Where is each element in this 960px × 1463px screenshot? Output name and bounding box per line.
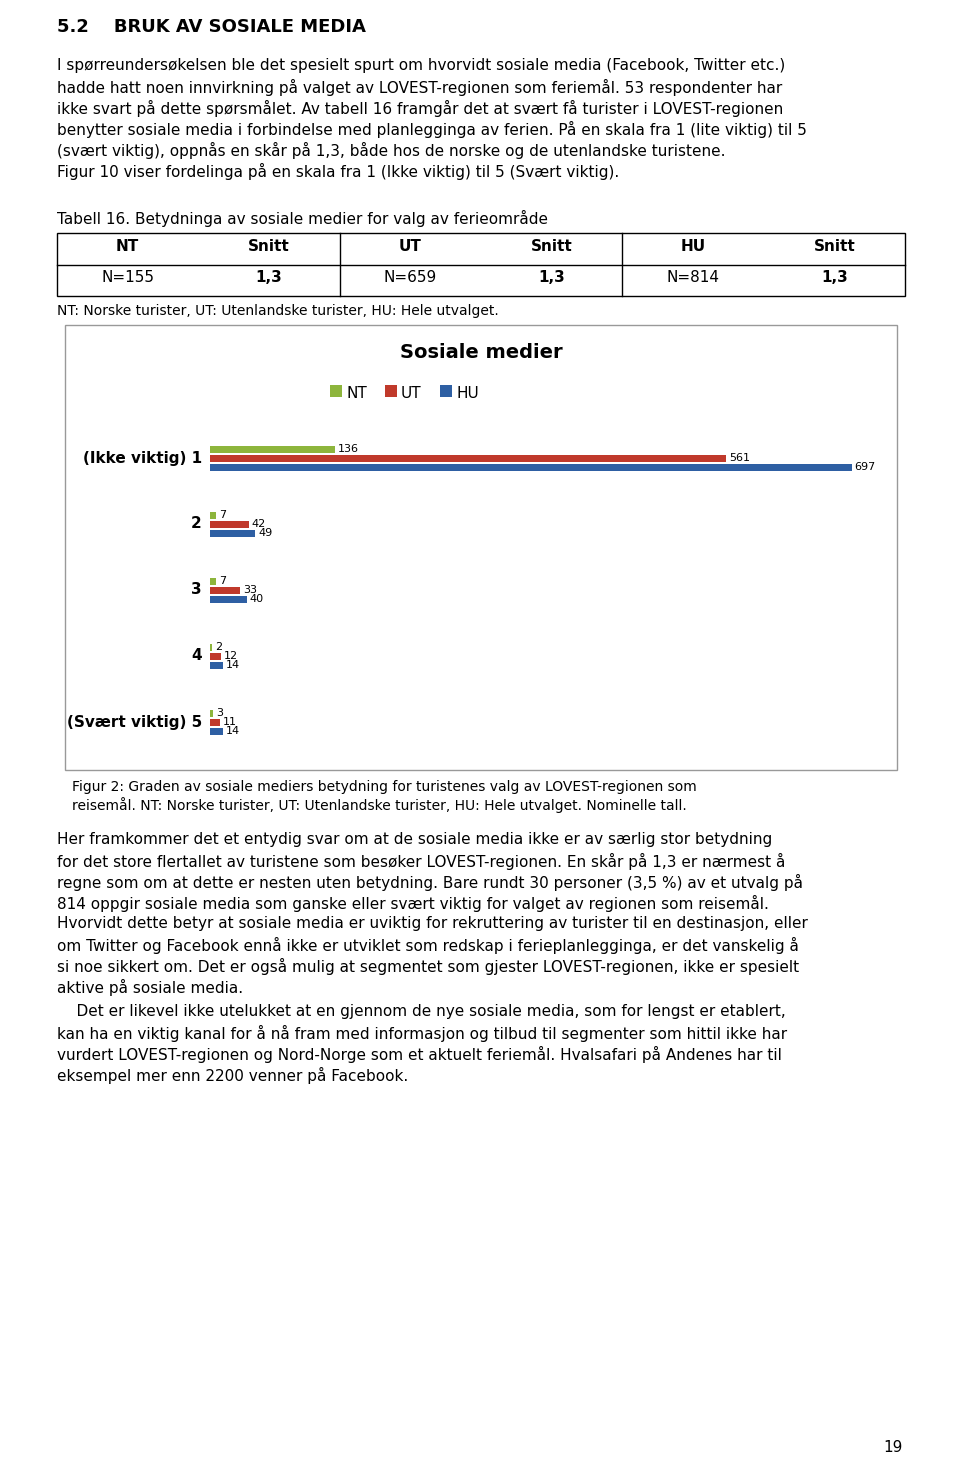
Bar (210, 530, 255, 537)
Text: 19: 19 (883, 1440, 903, 1456)
Text: regne som om at dette er nesten uten betydning. Bare rundt 30 personer (3,5 %) a: regne som om at dette er nesten uten bet… (57, 873, 803, 891)
Bar (210, 644, 212, 651)
Text: Figur 2: Graden av sosiale mediers betydning for turistenes valg av LOVEST-regio: Figur 2: Graden av sosiale mediers betyd… (72, 780, 697, 794)
Bar (210, 587, 240, 594)
Text: UT: UT (401, 386, 421, 401)
Bar (210, 661, 223, 669)
Text: 814 oppgir sosiale media som ganske eller svært viktig for valget av regionen so: 814 oppgir sosiale media som ganske elle… (57, 895, 769, 911)
Text: ikke svart på dette spørsmålet. Av tabell 16 framgår det at svært få turister i : ikke svart på dette spørsmålet. Av tabel… (57, 99, 783, 117)
Text: 4: 4 (191, 648, 202, 664)
Text: benytter sosiale media i forbindelse med planlegginga av ferien. På en skala fra: benytter sosiale media i forbindelse med… (57, 121, 806, 138)
Text: 33: 33 (244, 585, 257, 595)
Text: UT: UT (399, 238, 421, 255)
Text: 2: 2 (191, 516, 202, 531)
Text: Her framkommer det et entydig svar om at de sosiale media ikke er av særlig stor: Her framkommer det et entydig svar om at… (57, 832, 772, 847)
Bar (57, 233, 905, 296)
Text: 11: 11 (223, 717, 237, 727)
Text: hadde hatt noen innvirkning på valget av LOVEST-regionen som feriemål. 53 respon: hadde hatt noen innvirkning på valget av… (57, 79, 782, 97)
Text: 49: 49 (258, 528, 273, 538)
Text: NT: NT (116, 238, 139, 255)
Text: 1,3: 1,3 (255, 271, 282, 285)
Text: HU: HU (456, 386, 479, 401)
Text: Snitt: Snitt (248, 238, 290, 255)
Text: 3: 3 (216, 708, 223, 718)
Text: 136: 136 (338, 443, 359, 454)
Bar (210, 710, 213, 717)
Text: HU: HU (681, 238, 706, 255)
Text: N=814: N=814 (666, 271, 719, 285)
Bar (210, 718, 220, 726)
Bar (210, 595, 247, 603)
Text: (Ikke viktig) 1: (Ikke viktig) 1 (83, 451, 202, 465)
Text: si noe sikkert om. Det er også mulig at segmentet som gjester LOVEST-regionen, i: si noe sikkert om. Det er også mulig at … (57, 958, 799, 974)
Text: 12: 12 (224, 651, 238, 661)
Text: NT: NT (346, 386, 367, 401)
Bar (440, 385, 452, 396)
Text: Det er likevel ikke utelukket at en gjennom de nye sosiale media, som for lengst: Det er likevel ikke utelukket at en gjen… (57, 1004, 785, 1020)
Bar (210, 727, 223, 734)
Text: 561: 561 (730, 454, 751, 462)
Text: 2: 2 (215, 642, 222, 652)
Text: Hvorvidt dette betyr at sosiale media er uviktig for rekruttering av turister ti: Hvorvidt dette betyr at sosiale media er… (57, 916, 808, 930)
Bar (210, 652, 221, 660)
Bar (330, 385, 342, 396)
Bar (210, 446, 335, 452)
Text: 14: 14 (226, 660, 240, 670)
Text: aktive på sosiale media.: aktive på sosiale media. (57, 979, 243, 996)
Text: Snitt: Snitt (531, 238, 572, 255)
Text: I spørreundersøkelsen ble det spesielt spurt om hvorvidt sosiale media (Facebook: I spørreundersøkelsen ble det spesielt s… (57, 59, 785, 73)
Text: N=659: N=659 (384, 271, 437, 285)
Bar (210, 578, 216, 585)
Text: Sosiale medier: Sosiale medier (399, 342, 563, 361)
Text: (Svært viktig) 5: (Svært viktig) 5 (67, 714, 202, 730)
Text: NT: Norske turister, UT: Utenlandske turister, HU: Hele utvalget.: NT: Norske turister, UT: Utenlandske tur… (57, 304, 499, 317)
Text: Snitt: Snitt (813, 238, 855, 255)
Text: for det store flertallet av turistene som besøker LOVEST-regionen. En skår på 1,: for det store flertallet av turistene so… (57, 853, 785, 870)
Text: 14: 14 (226, 726, 240, 736)
Text: vurdert LOVEST-regionen og Nord-Norge som et aktuelt feriemål. Hvalsafari på And: vurdert LOVEST-regionen og Nord-Norge so… (57, 1046, 781, 1064)
Text: N=155: N=155 (101, 271, 155, 285)
Text: 5.2    BRUK AV SOSIALE MEDIA: 5.2 BRUK AV SOSIALE MEDIA (57, 18, 366, 37)
Text: 42: 42 (252, 519, 266, 530)
Text: 3: 3 (191, 582, 202, 597)
Text: 1,3: 1,3 (821, 271, 848, 285)
Text: 7: 7 (220, 576, 227, 587)
Text: Figur 10 viser fordelinga på en skala fra 1 (Ikke viktig) til 5 (Svært viktig).: Figur 10 viser fordelinga på en skala fr… (57, 162, 619, 180)
Text: om Twitter og Facebook ennå ikke er utviklet som redskap i ferieplanlegginga, er: om Twitter og Facebook ennå ikke er utvi… (57, 936, 799, 954)
Text: Tabell 16. Betydninga av sosiale medier for valg av ferieområde: Tabell 16. Betydninga av sosiale medier … (57, 211, 548, 227)
Text: 7: 7 (220, 511, 227, 519)
Bar (385, 385, 397, 396)
Text: (svært viktig), oppnås en skår på 1,3, både hos de norske og de utenlandske turi: (svært viktig), oppnås en skår på 1,3, b… (57, 142, 726, 159)
Text: kan ha en viktig kanal for å nå fram med informasjon og tilbud til segmenter som: kan ha en viktig kanal for å nå fram med… (57, 1026, 787, 1042)
Text: reisemål. NT: Norske turister, UT: Utenlandske turister, HU: Hele utvalget. Nomi: reisemål. NT: Norske turister, UT: Utenl… (72, 797, 686, 813)
Text: eksempel mer enn 2200 venner på Facebook.: eksempel mer enn 2200 venner på Facebook… (57, 1067, 408, 1084)
Bar (210, 455, 727, 461)
Text: 1,3: 1,3 (539, 271, 565, 285)
Bar (210, 464, 852, 471)
Bar (210, 512, 216, 518)
Bar (65, 325, 897, 770)
Text: 697: 697 (854, 462, 876, 473)
Text: 40: 40 (250, 594, 264, 604)
Bar (210, 521, 249, 528)
